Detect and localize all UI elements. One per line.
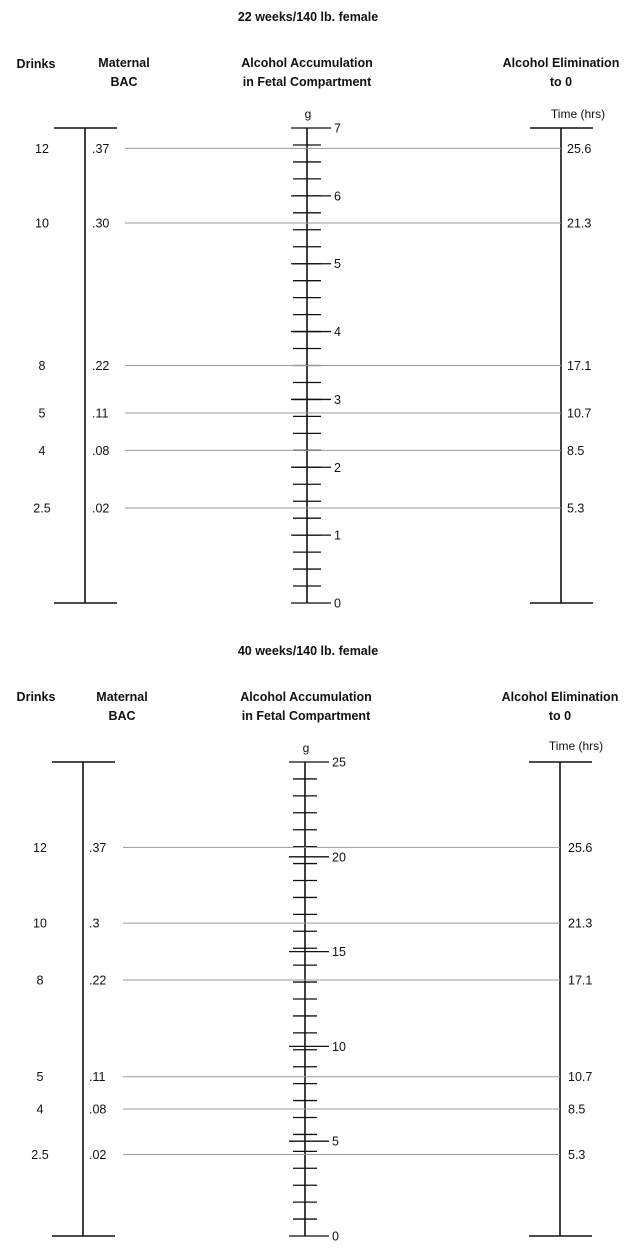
- grams-tick-label: 0: [334, 597, 341, 611]
- grams-tick-label: 0: [332, 1230, 339, 1244]
- grams-tick-label: 6: [334, 189, 341, 203]
- hours-value: 5.3: [568, 1148, 585, 1162]
- accumulation-header-line2: in Fetal Compartment: [243, 75, 372, 89]
- drinks-value: 5: [39, 407, 46, 421]
- hours-value: 10.7: [568, 1070, 592, 1084]
- grams-tick-label: 10: [332, 1040, 346, 1054]
- hours-value: 25.6: [567, 142, 591, 156]
- hours-value: 8.5: [567, 444, 584, 458]
- reference-rows: 12 .37 25.6 10 .3 21.3 8 .22 17.1 5 .11 10.7 4 .08 8.5…: [31, 841, 592, 1162]
- elimination-header-line2: to 0: [550, 75, 572, 89]
- hours-value: 5.3: [567, 502, 584, 516]
- time-unit-label: Time (hrs): [549, 739, 603, 753]
- hours-value: 21.3: [568, 917, 592, 931]
- bac-value: .22: [89, 974, 106, 988]
- drinks-value: 8: [39, 359, 46, 373]
- drinks-value: 12: [33, 841, 47, 855]
- grams-tick-label: 1: [334, 529, 341, 543]
- drinks-value: 12: [35, 142, 49, 156]
- accumulation-header-line1: Alcohol Accumulation: [241, 56, 373, 70]
- hours-value: 17.1: [567, 359, 591, 373]
- drinks-value: 10: [33, 917, 47, 931]
- time-unit-label: Time (hrs): [551, 107, 605, 121]
- drinks-value: 4: [37, 1102, 44, 1116]
- drinks-value: 8: [37, 974, 44, 988]
- grams-tick-label: 15: [332, 945, 346, 959]
- drinks-value: 10: [35, 217, 49, 231]
- bac-header-line1: Maternal: [98, 56, 149, 70]
- bac-value: .08: [89, 1102, 106, 1116]
- grams-scale-ticks: 0 5 10 15 20 25: [289, 756, 346, 1244]
- drinks-value: 2.5: [31, 1148, 48, 1162]
- accumulation-header-line1: Alcohol Accumulation: [240, 690, 372, 704]
- bac-value: .37: [92, 142, 109, 156]
- panel-40-weeks: 40 weeks/140 lb. female Drinks Maternal …: [17, 644, 619, 1244]
- bac-value: .02: [92, 502, 109, 516]
- grams-unit-label: g: [305, 107, 312, 121]
- drinks-header: Drinks: [17, 690, 56, 704]
- hours-value: 10.7: [567, 407, 591, 421]
- grams-tick-label: 20: [332, 850, 346, 864]
- hours-value: 8.5: [568, 1102, 585, 1116]
- elimination-header-line1: Alcohol Elimination: [502, 690, 619, 704]
- elimination-header-line1: Alcohol Elimination: [503, 56, 620, 70]
- bac-value: .11: [89, 1070, 105, 1084]
- grams-tick-label: 5: [334, 257, 341, 271]
- bac-value: .08: [92, 444, 109, 458]
- drinks-header: Drinks: [17, 57, 56, 71]
- grams-tick-label: 7: [334, 122, 341, 136]
- bac-value: .37: [89, 841, 106, 855]
- bac-value: .11: [92, 407, 108, 421]
- elimination-header-line2: to 0: [549, 709, 571, 723]
- grams-tick-label: 3: [334, 393, 341, 407]
- grams-tick-label: 5: [332, 1135, 339, 1149]
- bac-value: .30: [92, 217, 109, 231]
- hours-value: 25.6: [568, 841, 592, 855]
- drinks-value: 5: [37, 1070, 44, 1084]
- bac-value: .3: [89, 917, 99, 931]
- panel-title: 40 weeks/140 lb. female: [238, 644, 378, 658]
- hours-value: 21.3: [567, 217, 591, 231]
- grams-scale-ticks: 0 1 2 3 4 5 6 7: [291, 122, 341, 611]
- panel-title: 22 weeks/140 lb. female: [238, 10, 378, 24]
- bac-header-line2: BAC: [110, 75, 137, 89]
- grams-tick-label: 25: [332, 756, 346, 770]
- bac-value: .22: [92, 359, 109, 373]
- drinks-value: 2.5: [33, 502, 50, 516]
- bac-header-line2: BAC: [108, 709, 135, 723]
- accumulation-header-line2: in Fetal Compartment: [242, 709, 371, 723]
- panel-22-weeks: 22 weeks/140 lb. female Drinks Maternal …: [17, 10, 620, 611]
- drinks-value: 4: [39, 444, 46, 458]
- grams-unit-label: g: [303, 741, 310, 755]
- hours-value: 17.1: [568, 974, 592, 988]
- bac-header-line1: Maternal: [96, 690, 147, 704]
- reference-rows: 12 .37 25.6 10 .30 21.3 8 .22 17.1 5 .11 10.7 4 .08 8.…: [33, 142, 591, 516]
- grams-tick-label: 4: [334, 325, 341, 339]
- bac-value: .02: [89, 1148, 106, 1162]
- grams-tick-label: 2: [334, 461, 341, 475]
